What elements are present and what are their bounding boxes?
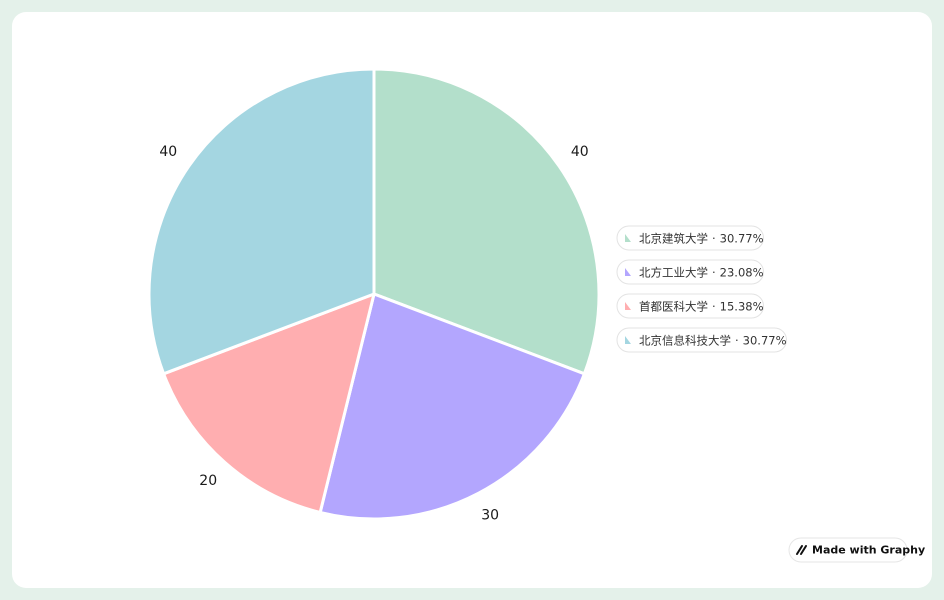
badge-text: Made with Graphy — [812, 544, 925, 557]
legend-swatch — [625, 234, 631, 242]
legend-item: 北方工业大学 · 23.08% — [616, 259, 765, 285]
legend-separator: · — [712, 299, 716, 313]
data-label: 40 — [159, 144, 177, 160]
pie-slice — [162, 292, 376, 514]
legend-percent: 30.77% — [720, 231, 764, 245]
data-label: 40 — [571, 144, 589, 160]
legend-swatch — [625, 336, 631, 344]
legend-label: 首都医科大学 · 15.38% — [639, 299, 764, 313]
legend-name: 首都医科大学 — [639, 299, 708, 313]
data-label: 20 — [199, 473, 217, 489]
legend-box — [616, 327, 788, 353]
legend-label: 北方工业大学 · 23.08% — [639, 265, 764, 279]
pie-slice — [147, 67, 376, 376]
legend-box — [616, 259, 765, 285]
legend-name: 北方工业大学 — [639, 265, 708, 279]
legend-percent: 30.77% — [743, 333, 787, 347]
legend-item: 北京信息科技大学 · 30.77% — [616, 327, 788, 353]
pie-slice — [372, 67, 601, 376]
legend-name: 北京建筑大学 — [639, 231, 708, 245]
legend-separator: · — [735, 333, 739, 347]
legend-separator: · — [712, 231, 716, 245]
legend-name: 北京信息科技大学 — [639, 333, 731, 347]
legend-box — [616, 225, 765, 251]
legend-percent: 23.08% — [720, 265, 764, 279]
legend-box — [616, 293, 765, 319]
legend-swatch — [625, 302, 631, 310]
legend-item: 首都医科大学 · 15.38% — [616, 293, 765, 319]
legend-separator: · — [712, 265, 716, 279]
badge[interactable]: Made with Graphy — [788, 537, 925, 563]
data-label: 30 — [481, 507, 499, 523]
legend-percent: 15.38% — [720, 299, 764, 313]
legend-label: 北京信息科技大学 · 30.77% — [639, 333, 787, 347]
legend-swatch — [625, 268, 631, 276]
legend-item: 北京建筑大学 · 30.77% — [616, 225, 765, 251]
pie-slice — [318, 292, 586, 521]
badge-box — [788, 537, 908, 563]
legend-label: 北京建筑大学 · 30.77% — [639, 231, 764, 245]
badge-icon — [796, 545, 807, 555]
